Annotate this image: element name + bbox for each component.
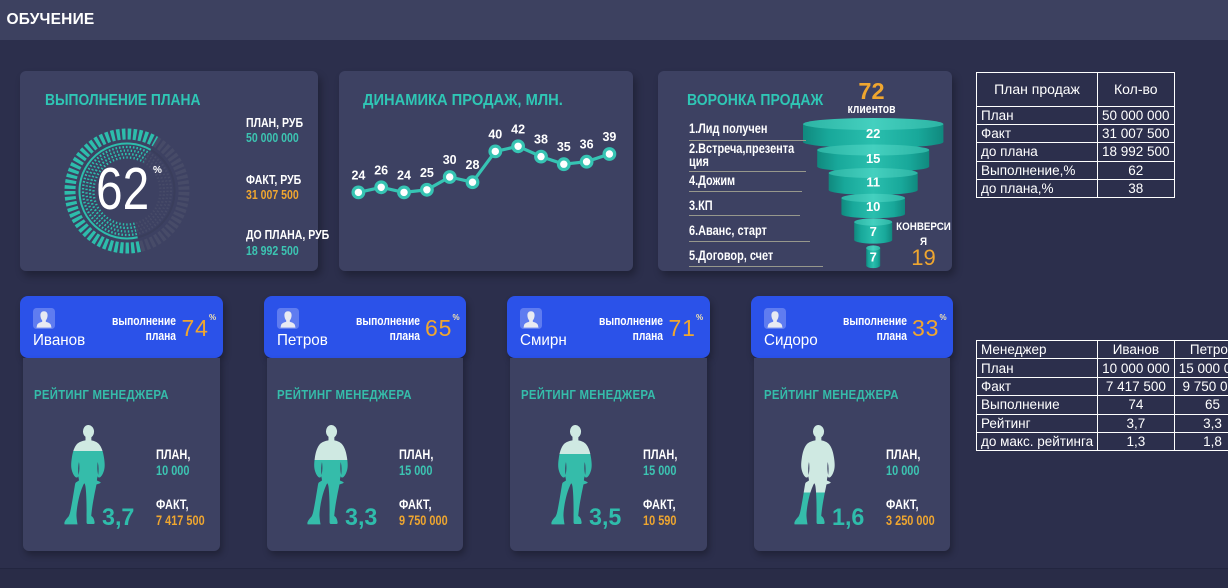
svg-text:7: 7 <box>870 250 877 265</box>
svg-text:30: 30 <box>443 153 457 167</box>
svg-text:38: 38 <box>534 133 548 147</box>
svg-text:22: 22 <box>866 126 880 141</box>
svg-text:7: 7 <box>870 224 877 239</box>
svg-text:10: 10 <box>866 199 880 214</box>
svg-text:36: 36 <box>580 138 594 152</box>
svg-text:25: 25 <box>420 166 434 180</box>
svg-text:15: 15 <box>866 151 880 166</box>
svg-text:42: 42 <box>511 122 525 136</box>
svg-text:39: 39 <box>602 130 616 144</box>
svg-text:40: 40 <box>488 127 502 141</box>
svg-text:24: 24 <box>397 168 411 182</box>
svg-text:35: 35 <box>557 140 571 154</box>
svg-text:11: 11 <box>866 174 880 189</box>
svg-text:28: 28 <box>466 158 480 172</box>
svg-text:26: 26 <box>374 163 388 177</box>
svg-text:24: 24 <box>351 168 365 182</box>
